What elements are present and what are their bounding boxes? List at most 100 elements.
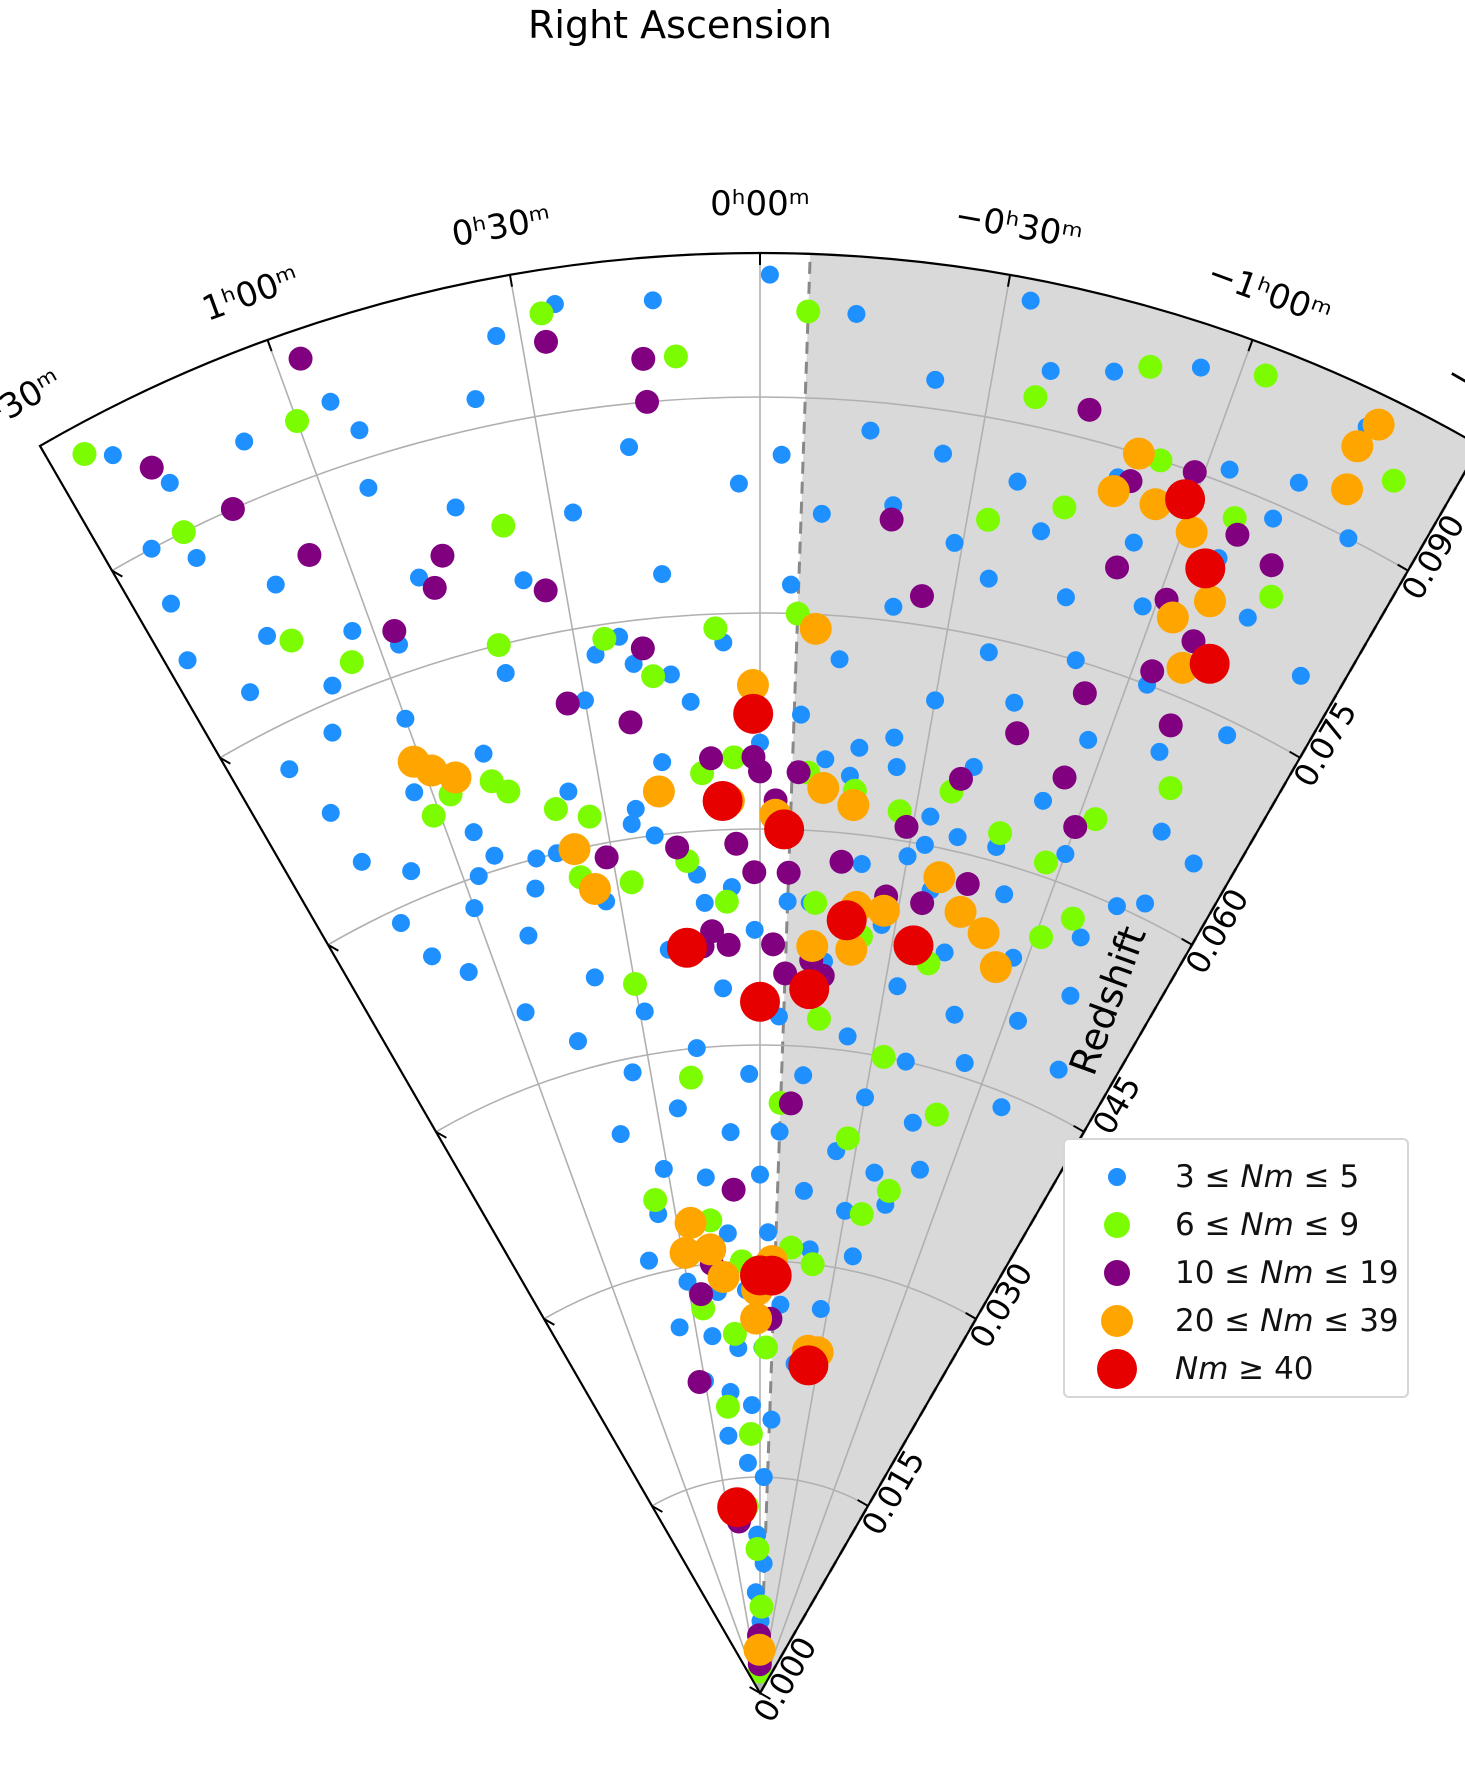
z-tick-2	[965, 1312, 977, 1320]
data-point-2-21	[724, 831, 749, 856]
data-point-4-10	[1189, 643, 1230, 684]
data-point-4-12	[751, 1255, 792, 1296]
data-point-0-34	[258, 626, 277, 645]
z-tick-1	[857, 1499, 869, 1507]
data-point-2-36	[948, 766, 973, 791]
data-point-0-152	[742, 1396, 761, 1415]
data-point-2-13	[630, 636, 655, 661]
data-point-0-89	[1071, 928, 1090, 947]
data-point-1-38	[1158, 776, 1183, 801]
data-point-1-56	[924, 1102, 949, 1127]
data-point-1-63	[876, 1178, 901, 1203]
data-point-1-71	[749, 1594, 774, 1619]
data-point-1-5	[1253, 363, 1278, 388]
data-point-0-86	[852, 855, 871, 874]
data-point-2-34	[1158, 713, 1183, 738]
data-point-0-15	[934, 444, 953, 463]
data-point-0-120	[668, 1099, 687, 1118]
data-point-0-175	[350, 421, 369, 440]
data-point-1-8	[171, 520, 196, 545]
data-point-0-109	[568, 1032, 587, 1051]
legend-item: 20 ≤ Nm ≤ 39	[1065, 1296, 1407, 1346]
data-point-2-18	[748, 759, 772, 784]
data-point-1-28	[577, 804, 602, 829]
data-point-0-33	[343, 621, 362, 640]
legend-label: 3 ≤ Nm ≤ 5	[1175, 1159, 1360, 1195]
data-point-3-25	[867, 894, 900, 927]
data-point-0-190	[626, 799, 645, 818]
data-point-0-26	[945, 533, 964, 552]
data-point-0-28	[1124, 533, 1143, 552]
chart-title: Right Ascension	[528, 3, 832, 47]
data-point-0-176	[487, 326, 506, 345]
data-point-0-12	[359, 478, 378, 497]
data-point-0-55	[830, 650, 849, 669]
data-point-0-136	[759, 1223, 778, 1242]
data-point-1-16	[976, 507, 1001, 532]
data-point-2-26	[1182, 460, 1207, 485]
data-point-0-129	[751, 1165, 769, 1184]
data-point-4-4	[893, 925, 934, 966]
data-point-0-104	[888, 977, 907, 996]
data-point-0-145	[670, 1318, 689, 1337]
data-point-2-22	[742, 860, 767, 885]
data-point-2-45	[665, 835, 690, 860]
data-point-3-2	[1331, 473, 1364, 506]
data-point-2-28	[1259, 553, 1284, 578]
data-point-0-170	[142, 539, 161, 558]
data-point-1-15	[1052, 495, 1077, 520]
data-point-2-27	[1225, 522, 1250, 547]
data-point-0-76	[921, 807, 940, 826]
data-point-0-38	[1133, 597, 1152, 616]
data-point-4-8	[1165, 479, 1206, 520]
data-point-0-179	[1041, 361, 1060, 380]
data-point-0-131	[836, 1201, 855, 1220]
data-point-2-57	[687, 1370, 712, 1395]
legend-label: 20 ≤ Nm ≤ 39	[1175, 1303, 1399, 1339]
data-point-1-3	[285, 409, 310, 434]
data-point-0-164	[1291, 666, 1310, 685]
data-point-0-156	[754, 1468, 773, 1487]
ra-tick-1	[266, 339, 273, 352]
data-point-0-23	[161, 594, 180, 613]
data-point-1-68	[738, 1421, 763, 1446]
data-point-0-7	[926, 370, 945, 389]
ra-tick-0	[39, 445, 47, 457]
z-tick-left-6	[111, 569, 123, 578]
data-point-2-14	[555, 691, 580, 716]
data-point-2-19	[786, 760, 811, 785]
data-point-0-105	[945, 1005, 964, 1024]
ra-tick-label-5: −1ʰ00ᵐ	[1202, 253, 1336, 334]
data-point-3-1	[1341, 430, 1374, 463]
data-point-0-4	[235, 432, 254, 451]
data-point-1-37	[1083, 807, 1108, 832]
data-point-2-15	[618, 710, 643, 735]
data-point-0-198	[695, 893, 714, 912]
data-point-0-189	[645, 826, 664, 845]
data-point-0-84	[391, 914, 410, 933]
legend-marker	[1104, 1260, 1130, 1286]
data-point-4-13	[788, 1345, 829, 1386]
data-point-3-8	[1156, 601, 1189, 634]
data-point-0-188	[887, 758, 906, 777]
data-point-1-22	[641, 664, 666, 689]
z-tick-left-4	[327, 943, 339, 952]
data-point-0-167	[1107, 897, 1126, 916]
data-point-0-18	[1220, 460, 1239, 479]
data-point-0-2	[1021, 291, 1040, 310]
series-2	[139, 329, 1284, 1677]
data-point-0-122	[721, 1123, 740, 1142]
data-point-1-53	[678, 1065, 703, 1090]
data-point-2-9	[909, 584, 934, 609]
data-point-3-0	[1362, 408, 1395, 441]
data-point-1-6	[1138, 354, 1163, 379]
data-point-0-43	[323, 676, 342, 695]
data-point-1-49	[622, 971, 647, 996]
data-point-0-36	[979, 569, 998, 588]
data-point-3-19	[837, 789, 870, 822]
data-point-0-117	[794, 1066, 813, 1085]
data-point-0-199	[778, 892, 797, 911]
ra-tick-5	[1247, 339, 1254, 352]
data-point-0-39	[1238, 608, 1257, 627]
